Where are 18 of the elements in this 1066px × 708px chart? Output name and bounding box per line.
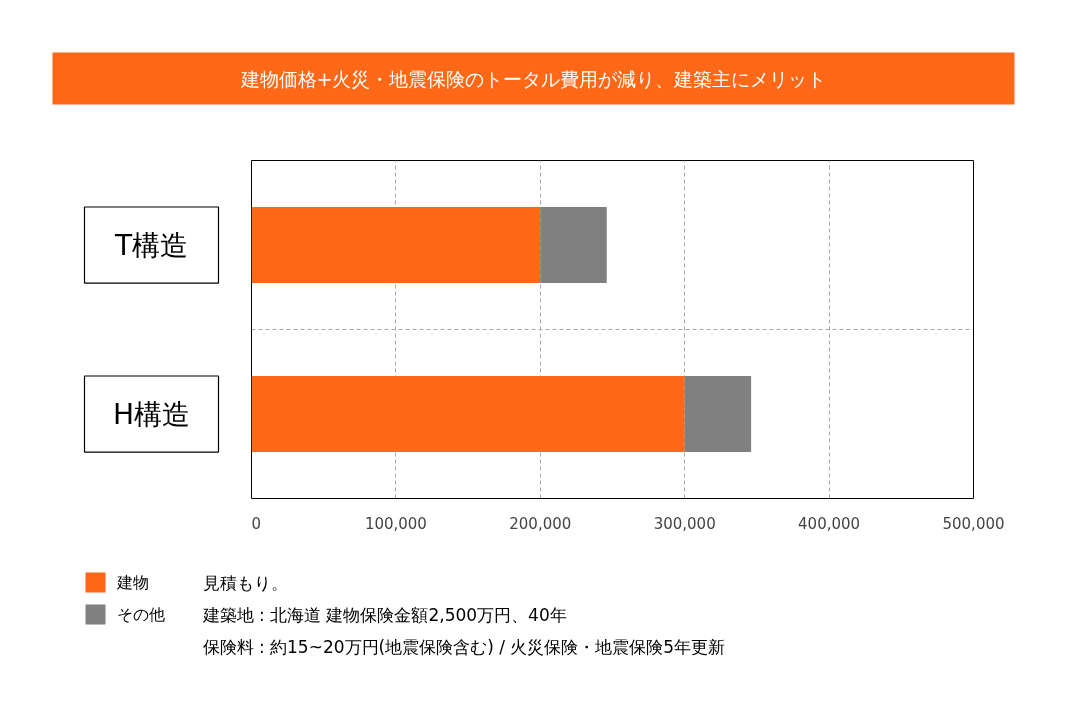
bar	[684, 375, 752, 453]
x-tick-label: 400,000	[798, 514, 861, 533]
text: 建築地 : 北海道 建物保険金額2,500万円、40年	[201, 604, 567, 625]
legend-label: その他	[116, 605, 165, 624]
legend-label: 建物	[115, 573, 149, 592]
y-tick-label: T構造	[113, 228, 189, 262]
x-tick-label: 0	[251, 514, 262, 533]
text: 保険料 : 約15~20万円(地震保険含む) / 火災保険・地震保険5年更新	[202, 636, 726, 657]
x-tick-label: 100,000	[364, 514, 427, 533]
chart-title: 建物価格+火災・地震保険のトータル費用が減り、建築主にメリット	[239, 67, 827, 90]
x-tick-label: 500,000	[942, 514, 1005, 533]
x-tick-label: 200,000	[509, 514, 572, 533]
y-tick-label: H構造	[112, 397, 191, 431]
bar	[251, 206, 541, 284]
bar	[540, 206, 607, 284]
text: 見積もり。	[202, 572, 288, 593]
x-tick-label: 300,000	[653, 514, 716, 533]
bar	[251, 375, 685, 453]
